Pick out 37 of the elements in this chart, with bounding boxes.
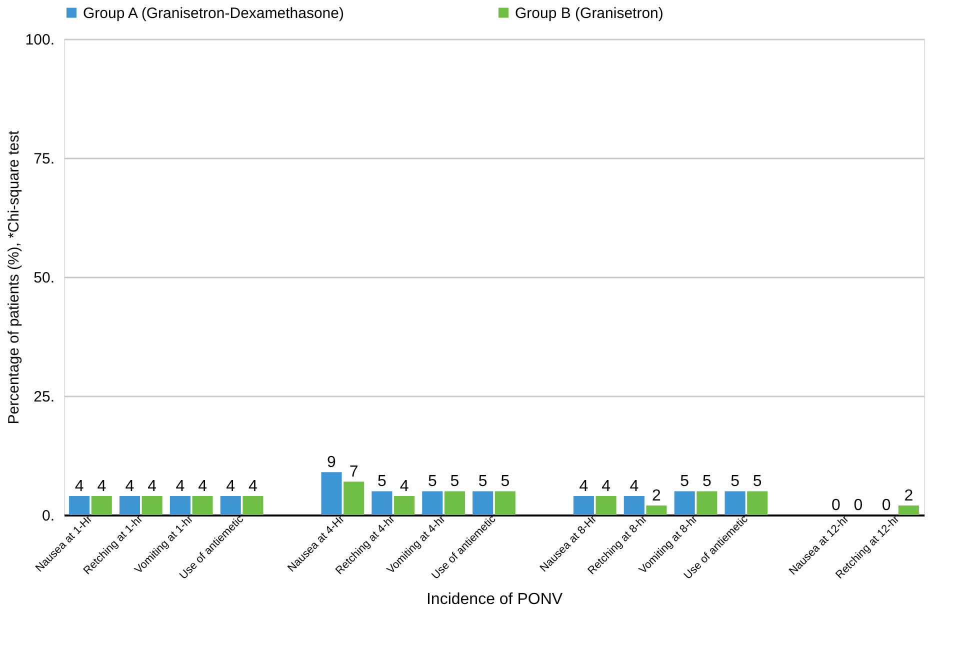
data-label: 4 xyxy=(226,478,236,495)
data-label: 4 xyxy=(148,478,157,495)
y-tick-label: 50. xyxy=(34,270,54,286)
data-label: 2 xyxy=(652,487,662,504)
data-label: 9 xyxy=(327,454,336,472)
data-label: 5 xyxy=(730,473,740,490)
data-label: 4 xyxy=(248,478,258,495)
data-label: 4 xyxy=(579,478,588,495)
data-label: 4 xyxy=(602,478,611,495)
y-axis-title: Percentage of patients (%), *Chi-square test xyxy=(5,130,22,424)
legend-label: Group A (Granisetron-Dexamethasone) xyxy=(83,4,344,22)
data-label: 5 xyxy=(702,473,712,490)
data-label: 5 xyxy=(752,473,762,490)
data-label: 5 xyxy=(450,473,460,490)
data-label: 5 xyxy=(428,473,437,490)
data-label: 0 xyxy=(882,497,891,514)
data-label: 2 xyxy=(904,487,914,504)
data-label: 7 xyxy=(349,464,358,481)
data-label: 0 xyxy=(854,497,863,514)
data-label: 4 xyxy=(630,478,639,495)
y-tick-label: 0. xyxy=(42,508,54,524)
y-tick-label: 25. xyxy=(34,388,54,406)
data-label: 4 xyxy=(74,478,84,495)
data-label: 4 xyxy=(198,478,208,495)
data-label: 4 xyxy=(125,478,134,495)
data-label: 4 xyxy=(97,478,106,495)
data-label: 5 xyxy=(378,473,386,490)
data-label: 4 xyxy=(176,478,185,495)
legend-label: Group B (Granisetron) xyxy=(515,4,664,22)
data-label: 0 xyxy=(831,497,840,514)
y-tick-label: 100. xyxy=(25,32,54,48)
y-tick-label: 75. xyxy=(34,150,54,168)
data-label: 5 xyxy=(500,473,510,490)
x-axis-title: Incidence of PONV xyxy=(426,591,563,608)
data-label: 4 xyxy=(400,478,409,495)
data-label: 5 xyxy=(478,473,488,490)
data-label: 5 xyxy=(680,473,690,490)
